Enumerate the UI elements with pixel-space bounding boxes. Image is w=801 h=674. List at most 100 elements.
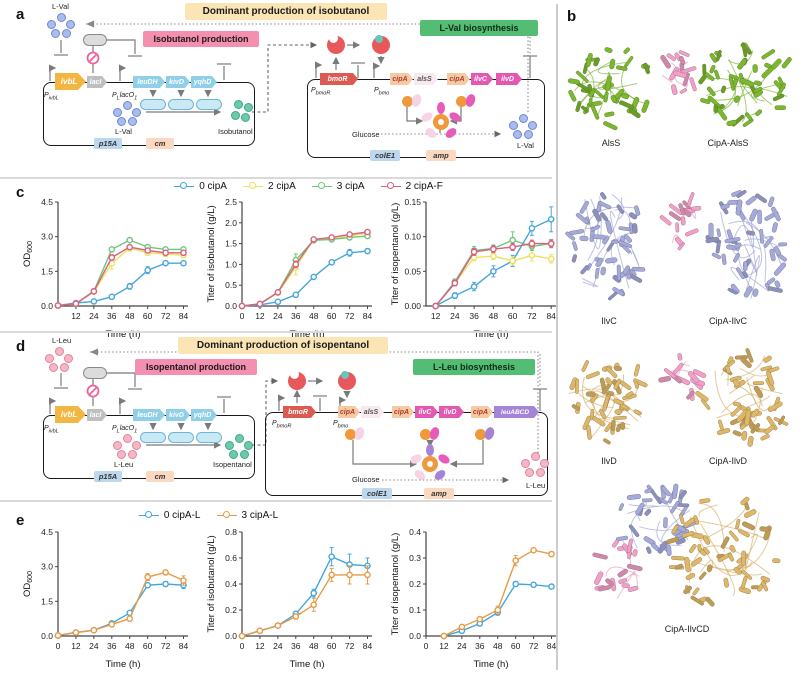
glucose-label: Glucose [352, 130, 380, 139]
chart-isobutanol-e: 0 12 24 36 48 60 72 84 0.0 0.2 0.4 0.6 0.8 Time (h) Ti… [202, 524, 378, 674]
enzyme-leuDH [140, 99, 166, 110]
svg-text:Time (h): Time (h) [105, 329, 140, 340]
feedback-metabolite-label: L-Val [52, 2, 69, 11]
svg-text:12: 12 [255, 641, 265, 651]
cipa-dock-3 [475, 429, 486, 440]
svg-text:Titer of isopentanol (g/L): Titer of isopentanol (g/L) [390, 203, 401, 306]
gene-kivD: kivD [166, 76, 190, 88]
svg-text:0.10: 0.10 [404, 232, 421, 242]
svg-text:36: 36 [107, 311, 117, 321]
legend-item: 3 cipA [311, 181, 365, 192]
panel-a-label: a [16, 6, 25, 23]
chart-isobutanol-c: 0 12 24 36 48 60 72 84 0.0 0.5 1.0 1.5 2.0 2.5 Time (h… [202, 194, 378, 347]
gene-ivbL: ivbL [55, 406, 86, 423]
structure-cipa-ilvcd: CipA-IlvCD [587, 482, 787, 634]
panel-d-banner: Dominant production of isopentanol [178, 337, 388, 354]
promoter-PivbL: PivbL [44, 92, 59, 102]
chart-svg: 0 12 24 36 48 60 72 84 0.0 1.5 3.0 4.5 Time (h) OD600 [22, 527, 189, 670]
svg-text:36: 36 [107, 641, 117, 651]
structure-alss: AlsS [561, 36, 661, 148]
svg-text:1.0: 1.0 [225, 259, 237, 269]
glucose-label: Glucose [352, 475, 380, 484]
svg-text:36: 36 [291, 641, 301, 651]
svg-text:36: 36 [469, 311, 479, 321]
lval-biosynthesis-box: L-Val biosynthesis [420, 20, 538, 36]
chart-svg: 12 24 36 48 60 72 84 0.00 0.05 0.10 0.15 Time (h) Ti… [390, 197, 556, 340]
svg-text:4.5: 4.5 [41, 197, 53, 207]
ligand-dot [375, 35, 383, 43]
divider-vertical [556, 4, 558, 670]
svg-text:1.5: 1.5 [225, 239, 237, 249]
svg-text:Titer of isopentanol (g/L): Titer of isopentanol (g/L) [390, 533, 401, 636]
svg-text:OD600: OD600 [22, 241, 34, 267]
promoter-PLlacO1: PLlacO1 [112, 425, 138, 435]
svg-text:72: 72 [345, 311, 355, 321]
svg-text:0.3: 0.3 [409, 553, 421, 563]
svg-text:48: 48 [309, 311, 319, 321]
origin-p15A: p15A [94, 471, 122, 482]
svg-text:1.5: 1.5 [41, 266, 53, 276]
panel-b-label: b [567, 8, 577, 25]
lleu-biosynthesis-box: L-Leu biosynthesis [413, 359, 535, 375]
panel-c: c 0 cipA 2 cipA 3 cipA 2 cipA-F 12 24 36 48… [0, 178, 557, 340]
marker-cm: cm [146, 471, 174, 482]
scaffold-hub [433, 114, 449, 130]
structure-label: CipA-AlsS [707, 138, 749, 148]
pacman-bite [290, 370, 299, 379]
svg-text:0.15: 0.15 [404, 197, 421, 207]
gene-ilvD: ilvD [496, 73, 522, 85]
svg-text:84: 84 [546, 311, 556, 321]
enzyme-yqhD [196, 99, 222, 110]
structure-label: CipA-IlvD [708, 456, 747, 466]
svg-text:72: 72 [345, 641, 355, 651]
origin-colE1: colE1 [362, 488, 392, 499]
lval-top-cluster [46, 12, 76, 39]
scaffold-complex [408, 444, 452, 482]
enzyme-leuDH [140, 432, 166, 443]
svg-text:Time (h): Time (h) [289, 659, 324, 670]
svg-text:36: 36 [291, 311, 301, 321]
svg-text:84: 84 [363, 641, 373, 651]
svg-text:0.8: 0.8 [225, 527, 237, 537]
lleu-product-label: L-Leu [526, 481, 546, 490]
enzyme-yqhD [196, 432, 222, 443]
isobutanol-production-box: Isobutanol production [143, 31, 259, 47]
svg-text:84: 84 [547, 641, 557, 651]
structure-ilvd: IlvD [561, 348, 657, 466]
product-label: Isobutanol [218, 127, 253, 136]
svg-text:2.0: 2.0 [225, 218, 237, 228]
svg-text:0.0: 0.0 [41, 301, 53, 311]
svg-text:12: 12 [431, 311, 441, 321]
gene-cipA-1: cipA [390, 73, 413, 85]
bmor-ligand-complex [338, 371, 356, 390]
bmor-protein [327, 34, 345, 54]
svg-text:0.0: 0.0 [225, 301, 237, 311]
promoter-PivbL: PivbL [44, 425, 59, 435]
protein-cartoon [660, 42, 792, 127]
enzyme-kivD [168, 99, 194, 110]
promoter-Pbmo: Pbmo [333, 420, 349, 430]
chart-od600-e: 0 12 24 36 48 60 72 84 0.0 1.5 3.0 4.5 Time (h) OD600 [18, 524, 194, 674]
svg-text:24: 24 [457, 641, 467, 651]
gene-cipA-2: cipA [447, 73, 470, 85]
svg-text:12: 12 [255, 311, 265, 321]
svg-text:4.5: 4.5 [41, 527, 53, 537]
svg-text:0.0: 0.0 [225, 631, 237, 641]
chart-svg: 0 12 24 36 48 60 72 84 0.0 0.1 0.2 0.3 0.4 Time (h) Ti… [390, 527, 557, 670]
svg-text:48: 48 [125, 641, 135, 651]
gene-alsS: alsS [361, 406, 384, 418]
svg-text:0.2: 0.2 [225, 605, 237, 615]
panel-e-label: e [16, 512, 25, 529]
svg-text:0.00: 0.00 [404, 301, 421, 311]
panel-b: b AlsS CipA-AlsS IlvC CipA-IlvC IlvD [557, 0, 801, 674]
lacI-repressor [83, 367, 107, 379]
gene-leuDH: leuDH [133, 409, 165, 421]
svg-text:24: 24 [89, 311, 99, 321]
svg-text:24: 24 [273, 641, 283, 651]
origin-colE1: colE1 [370, 150, 400, 161]
promoter-PbmoR: PbmoR [311, 87, 331, 97]
svg-text:24: 24 [273, 311, 283, 321]
panel-a-banner: Dominant production of isobutanol [185, 3, 387, 20]
gene-ilvC: ilvC [471, 73, 493, 85]
